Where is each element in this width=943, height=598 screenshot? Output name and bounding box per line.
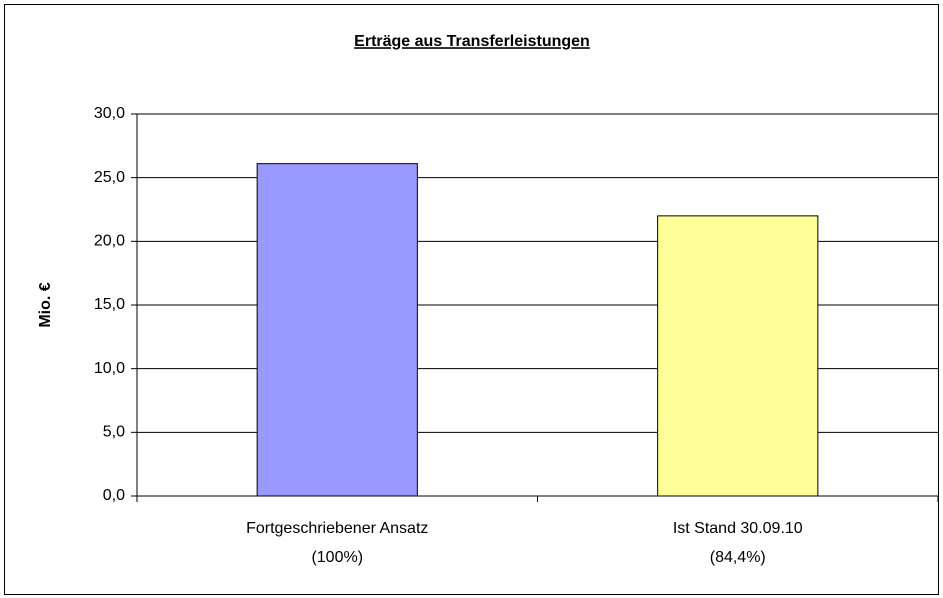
chart-title: Erträge aus Transferleistungen	[354, 33, 590, 50]
y-tick-label: 30,0	[94, 105, 125, 122]
x-tick-label: (84,4%)	[710, 549, 766, 566]
x-tick-label: Ist Stand 30.09.10	[673, 520, 803, 537]
y-tick-label: 5,0	[103, 424, 125, 441]
bar	[256, 163, 418, 497]
x-tick-label: Fortgeschriebener Ansatz	[246, 520, 428, 537]
y-tick-label: 20,0	[94, 233, 125, 250]
y-tick-label: 10,0	[94, 360, 125, 377]
x-tick-label: (100%)	[311, 549, 363, 566]
y-tick-label: 25,0	[94, 169, 125, 186]
y-axis-label: Mio. €	[37, 282, 54, 327]
y-tick-label: 0,0	[103, 487, 125, 504]
y-tick-label: 15,0	[94, 296, 125, 313]
bar	[657, 215, 819, 497]
